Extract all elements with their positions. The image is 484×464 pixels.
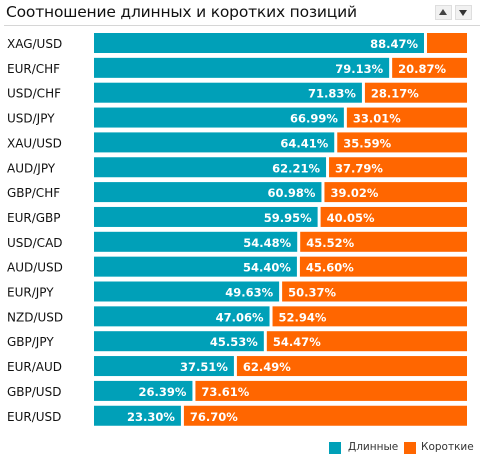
data-label-long-eur-chf: 79.13% bbox=[335, 62, 383, 76]
chart-title: Соотношение длинных и коротких позиций bbox=[6, 3, 357, 21]
category-label-usd-chf: USD/CHF bbox=[7, 87, 61, 101]
bar-long-usd-cad bbox=[94, 231, 298, 252]
bar-long-aud-usd bbox=[94, 256, 297, 277]
data-label-short-usd-cad: 45.52% bbox=[306, 236, 354, 250]
data-label-short-aud-usd: 45.60% bbox=[306, 261, 354, 275]
data-label-short-gbp-chf: 39.02% bbox=[330, 186, 378, 200]
bar-short-gbp-jpy bbox=[266, 331, 467, 352]
data-label-short-usd-jpy: 33.01% bbox=[353, 112, 401, 126]
data-label-long-eur-aud: 37.51% bbox=[180, 360, 228, 374]
bar-short-nzd-usd bbox=[272, 306, 467, 327]
data-label-long-xag-usd: 88.47% bbox=[370, 37, 418, 51]
bar-long-eur-usd bbox=[94, 405, 181, 426]
bar-short-aud-jpy bbox=[329, 157, 467, 178]
data-label-long-usd-cad: 54.48% bbox=[243, 236, 291, 250]
scroll-down-button[interactable] bbox=[455, 5, 472, 20]
data-label-short-nzd-usd: 52.94% bbox=[279, 310, 327, 324]
bar-long-xag-usd bbox=[94, 33, 424, 53]
bar-short-aud-usd bbox=[299, 256, 467, 277]
data-label-long-eur-usd: 23.30% bbox=[127, 410, 175, 424]
data-label-short-eur-chf: 20.87% bbox=[398, 62, 446, 76]
bar-long-aud-jpy bbox=[94, 157, 327, 178]
data-label-long-gbp-chf: 60.98% bbox=[268, 186, 316, 200]
data-label-short-gbp-usd: 73.61% bbox=[201, 385, 249, 399]
bar-long-usd-chf bbox=[94, 82, 362, 103]
bar-short-gbp-chf bbox=[324, 182, 467, 203]
bar-long-eur-aud bbox=[94, 356, 234, 377]
category-label-usd-jpy: USD/JPY bbox=[7, 112, 55, 126]
data-label-short-eur-usd: 76.70% bbox=[190, 410, 238, 424]
bar-short-eur-gbp bbox=[320, 206, 467, 227]
bar-long-eur-gbp bbox=[94, 206, 318, 227]
bar-long-nzd-usd bbox=[94, 306, 270, 327]
bar-long-eur-jpy bbox=[94, 281, 280, 302]
bar-short-eur-aud bbox=[236, 356, 467, 377]
category-label-xag-usd: XAG/USD bbox=[7, 37, 62, 51]
data-label-long-eur-jpy: 49.63% bbox=[225, 286, 273, 300]
title-divider bbox=[4, 25, 480, 26]
category-label-eur-usd: EUR/USD bbox=[7, 410, 61, 424]
bar-long-gbp-jpy bbox=[94, 331, 264, 352]
category-label-xau-usd: XAU/USD bbox=[7, 136, 62, 150]
bar-short-usd-jpy bbox=[346, 107, 467, 128]
legend-label-long: Длинные bbox=[348, 441, 399, 453]
category-label-nzd-usd: NZD/USD bbox=[7, 310, 63, 324]
bar-short-eur-jpy bbox=[282, 281, 467, 302]
data-label-long-nzd-usd: 47.06% bbox=[216, 310, 264, 324]
legend-label-short: Короткие bbox=[421, 441, 474, 453]
data-label-long-aud-usd: 54.40% bbox=[243, 261, 291, 275]
legend-swatch-short bbox=[404, 442, 416, 454]
category-label-gbp-usd: GBP/USD bbox=[7, 385, 61, 399]
data-label-short-eur-gbp: 40.05% bbox=[327, 211, 375, 225]
data-label-long-usd-chf: 71.83% bbox=[308, 87, 356, 101]
category-label-aud-usd: AUD/USD bbox=[7, 261, 63, 275]
category-label-gbp-chf: GBP/CHF bbox=[7, 186, 60, 200]
data-label-short-usd-chf: 28.17% bbox=[371, 87, 419, 101]
bar-long-usd-jpy bbox=[94, 107, 344, 128]
category-label-aud-jpy: AUD/JPY bbox=[7, 161, 56, 175]
category-label-gbp-jpy: GBP/JPY bbox=[7, 335, 54, 349]
category-label-eur-gbp: EUR/GBP bbox=[7, 211, 61, 225]
bar-short-eur-usd bbox=[183, 405, 467, 426]
bar-long-xau-usd bbox=[94, 132, 335, 153]
legend-swatch-long bbox=[329, 442, 341, 454]
triangle-down-icon bbox=[459, 10, 467, 16]
category-label-eur-chf: EUR/CHF bbox=[7, 62, 60, 76]
data-label-long-eur-gbp: 59.95% bbox=[264, 211, 312, 225]
bar-short-xag-usd bbox=[426, 33, 467, 53]
bar-long-eur-chf bbox=[94, 57, 390, 78]
bar-long-gbp-chf bbox=[94, 182, 322, 203]
category-label-usd-cad: USD/CAD bbox=[7, 236, 63, 250]
bar-short-usd-cad bbox=[300, 231, 467, 252]
data-label-short-eur-aud: 62.49% bbox=[243, 360, 291, 374]
triangle-up-icon bbox=[439, 9, 447, 15]
bar-short-eur-chf bbox=[392, 57, 467, 78]
category-label-eur-jpy: EUR/JPY bbox=[7, 286, 54, 300]
data-label-short-gbp-jpy: 54.47% bbox=[273, 335, 321, 349]
bar-short-gbp-usd bbox=[195, 380, 467, 401]
data-label-long-usd-jpy: 66.99% bbox=[290, 112, 338, 126]
bar-long-gbp-usd bbox=[94, 380, 193, 401]
data-label-long-aud-jpy: 62.21% bbox=[272, 161, 320, 175]
data-label-long-gbp-jpy: 45.53% bbox=[210, 335, 258, 349]
data-label-long-xau-usd: 64.41% bbox=[280, 136, 328, 150]
data-label-long-gbp-usd: 26.39% bbox=[139, 385, 187, 399]
data-label-short-eur-jpy: 50.37% bbox=[288, 286, 336, 300]
category-label-eur-aud: EUR/AUD bbox=[7, 360, 62, 374]
data-label-short-xau-usd: 35.59% bbox=[343, 136, 391, 150]
scroll-up-button[interactable] bbox=[435, 5, 452, 20]
data-label-short-aud-jpy: 37.79% bbox=[335, 161, 383, 175]
bar-short-xau-usd bbox=[337, 132, 467, 153]
bar-short-usd-chf bbox=[364, 82, 467, 103]
